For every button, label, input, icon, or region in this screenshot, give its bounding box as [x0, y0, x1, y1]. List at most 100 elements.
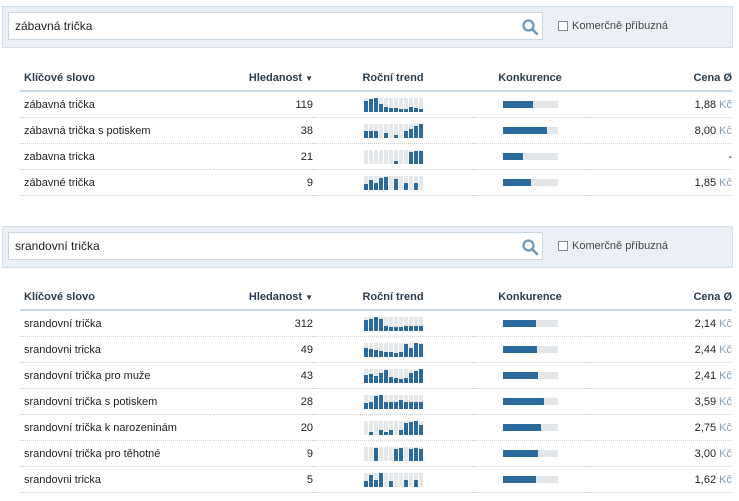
currency-label: Kč [719, 176, 732, 189]
trend-bar [413, 97, 418, 112]
column-competition[interactable]: Konkurence [473, 66, 587, 92]
trend-bar [378, 446, 383, 461]
trend-bar [418, 342, 423, 357]
keyword-cell[interactable]: zabavna tricka [20, 143, 210, 170]
trend-bar [398, 316, 403, 331]
column-keyword[interactable]: Klíčové slovo [20, 66, 210, 92]
price-value: - [728, 150, 732, 163]
volume-cell: 119 [210, 91, 313, 118]
commercial-toggle[interactable]: Komerčně příbuzná [558, 20, 668, 32]
trend-bar [393, 472, 398, 487]
keyword-cell[interactable]: srandovní trička pro muže [20, 362, 210, 389]
column-price[interactable]: Cena Ø [587, 285, 732, 311]
volume-cell: 21 [210, 143, 313, 170]
trend-bar [418, 149, 423, 164]
sort-desc-icon[interactable]: ▼ [305, 74, 313, 83]
trend-bar [368, 472, 373, 487]
table-row[interactable]: srandovní trička pro těhotné 9 3,00 Kč [20, 440, 732, 467]
trend-sparkline [363, 123, 423, 138]
column-trend[interactable]: Roční trend [313, 285, 473, 311]
trend-bar [388, 342, 393, 357]
trend-bar [388, 420, 393, 435]
column-keyword[interactable]: Klíčové slovo [20, 285, 210, 311]
competition-bar [502, 153, 558, 161]
table-row[interactable]: srandovní trička k narozeninám 20 2,75 Kč [20, 414, 732, 441]
table-row[interactable]: srandovni tricka 49 2,44 Kč [20, 336, 732, 363]
table-row[interactable]: srandovni tricka 5 1,62 Kč [20, 466, 732, 493]
trend-bar [398, 149, 403, 164]
search-input[interactable] [8, 12, 543, 40]
volume-cell: 9 [210, 169, 313, 196]
keyword-cell[interactable]: srandovni tricka [20, 466, 210, 493]
table-row[interactable]: zábavné trička 9 1,85 Kč [20, 169, 732, 196]
trend-sparkline [363, 420, 423, 435]
trend-bar [373, 97, 378, 112]
trend-bar [403, 123, 408, 138]
trend-bar [383, 175, 388, 190]
checkbox-icon[interactable] [558, 241, 568, 251]
table-row[interactable]: zábavná trička 119 1,88 Kč [20, 91, 732, 118]
competition-bar [502, 450, 558, 458]
table-row[interactable]: zabavna tricka 21 - [20, 143, 732, 170]
trend-cell [313, 466, 473, 493]
trend-cell [313, 336, 473, 363]
trend-bar [393, 123, 398, 138]
column-competition[interactable]: Konkurence [473, 285, 587, 311]
table-row[interactable]: srandovní trička 312 2,14 Kč [20, 310, 732, 337]
trend-sparkline [363, 97, 423, 112]
search-icon[interactable] [521, 238, 539, 256]
commercial-toggle[interactable]: Komerčně příbuzná [558, 240, 668, 252]
trend-bar [418, 175, 423, 190]
column-volume[interactable]: Hledanost ▼ [210, 285, 313, 311]
trend-bar [373, 368, 378, 383]
currency-label: Kč [719, 98, 732, 111]
trend-bar [403, 394, 408, 409]
table-row[interactable]: srandovní trička s potiskem 28 3,59 Kč [20, 388, 732, 415]
trend-bar [368, 446, 373, 461]
column-volume[interactable]: Hledanost ▼ [210, 66, 313, 92]
trend-bar [408, 175, 413, 190]
trend-cell [313, 117, 473, 144]
keyword-cell[interactable]: zábavné trička [20, 169, 210, 196]
trend-bar [368, 342, 373, 357]
price-cell: 1,88 Kč [587, 91, 732, 118]
trend-bar [393, 420, 398, 435]
search-bar: Komerčně příbuzná [2, 6, 733, 48]
sort-desc-icon[interactable]: ▼ [305, 293, 313, 302]
column-price[interactable]: Cena Ø [587, 66, 732, 92]
trend-cell [313, 310, 473, 337]
price-value: 1,88 [694, 98, 717, 111]
trend-bar [388, 394, 393, 409]
competition-bar [502, 101, 558, 109]
currency-label: Kč [719, 124, 732, 137]
column-trend[interactable]: Roční trend [313, 66, 473, 92]
table-row[interactable]: zábavná trička s potiskem 38 8,00 Kč [20, 117, 732, 144]
trend-bar [413, 368, 418, 383]
volume-cell: 312 [210, 310, 313, 337]
price-cell: 2,41 Kč [587, 362, 732, 389]
trend-bar [403, 316, 408, 331]
keyword-cell[interactable]: zábavná trička s potiskem [20, 117, 210, 144]
search-input[interactable] [8, 232, 543, 260]
keyword-cell[interactable]: srandovní trička [20, 310, 210, 337]
keyword-cell[interactable]: zábavná trička [20, 91, 210, 118]
keyword-cell[interactable]: srandovní trička pro těhotné [20, 440, 210, 467]
trend-bar [368, 368, 373, 383]
trend-bar [408, 394, 413, 409]
table-row[interactable]: srandovní trička pro muže 43 2,41 Kč [20, 362, 732, 389]
keyword-cell[interactable]: srandovní trička k narozeninám [20, 414, 210, 441]
keyword-table: Klíčové slovo Hledanost ▼ Roční trend Kon… [20, 285, 732, 493]
checkbox-icon[interactable] [558, 21, 568, 31]
volume-cell: 28 [210, 388, 313, 415]
competition-bar [502, 320, 558, 328]
currency-label: Kč [719, 421, 732, 434]
volume-cell: 38 [210, 117, 313, 144]
trend-bar [398, 446, 403, 461]
competition-cell [473, 336, 587, 363]
keyword-cell[interactable]: srandovní trička s potiskem [20, 388, 210, 415]
competition-cell [473, 388, 587, 415]
trend-bar [378, 342, 383, 357]
keyword-cell[interactable]: srandovni tricka [20, 336, 210, 363]
search-bar: Komerčně příbuzná [2, 226, 733, 268]
search-icon[interactable] [521, 18, 539, 36]
